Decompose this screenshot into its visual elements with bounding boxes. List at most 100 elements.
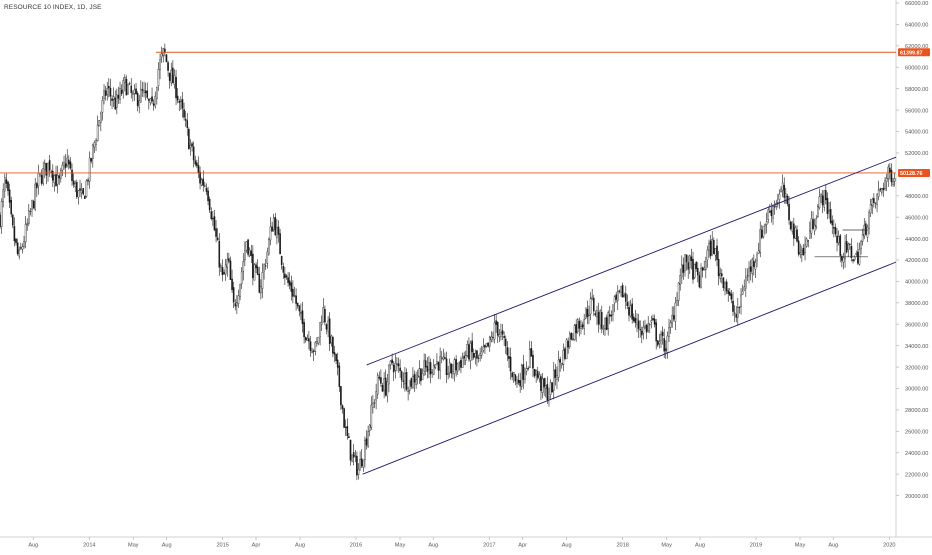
candle-body: [348, 436, 350, 439]
candle-body: [306, 337, 309, 342]
candle-body: [789, 221, 792, 230]
candle-body: [765, 221, 768, 225]
candle-body: [756, 254, 758, 262]
time-tick-label: 2017: [483, 543, 495, 549]
candle-body: [159, 59, 161, 71]
candle-body: [589, 298, 592, 315]
candle-body: [735, 313, 738, 318]
candle-body: [828, 210, 830, 212]
candle-body: [578, 321, 581, 329]
candle-body: [444, 357, 446, 360]
candle-body: [746, 275, 749, 277]
candle-body: [320, 322, 323, 325]
candle-body: [23, 241, 25, 247]
candle-body: [207, 190, 209, 202]
candle-body: [700, 268, 702, 288]
candle-body: [309, 341, 312, 352]
candle-body: [692, 258, 694, 280]
candle-body: [493, 322, 496, 340]
candle-body: [333, 352, 336, 355]
candle-body: [658, 341, 661, 344]
candle-body: [490, 336, 493, 341]
candle-body: [855, 253, 858, 255]
candle-body: [172, 67, 174, 84]
candle-body: [180, 100, 182, 102]
candle-body: [764, 224, 766, 227]
candle-body: [890, 169, 893, 183]
price-tick-label: 38000.00: [905, 301, 928, 307]
candle-body: [215, 228, 217, 237]
candle-body: [737, 307, 739, 318]
candle-body: [400, 371, 403, 381]
price-label-text: 50128.76: [900, 171, 922, 177]
candle-body: [336, 359, 339, 368]
candle-body: [250, 250, 253, 256]
candle-body: [96, 124, 99, 142]
candle-body: [240, 271, 243, 284]
candle-body: [274, 217, 277, 236]
candle-body: [399, 367, 401, 372]
candle-body: [349, 439, 352, 461]
candle-body: [445, 358, 448, 376]
candle-body: [148, 99, 150, 101]
channel-lower-line: [362, 261, 897, 475]
candle-body: [713, 240, 715, 255]
candle-body: [335, 353, 337, 362]
price-label-text: 61399.87: [900, 50, 922, 56]
candle-body: [440, 357, 443, 359]
candle-body: [376, 374, 379, 395]
candle-body: [5, 179, 8, 184]
candle-body: [290, 282, 293, 292]
candle-body: [612, 304, 614, 315]
candle-body: [277, 226, 280, 235]
candle-body: [284, 273, 286, 278]
candle-body: [184, 118, 187, 121]
candle-body: [442, 356, 445, 360]
candle-body: [357, 469, 360, 475]
candle-body: [261, 272, 264, 289]
candle-body: [492, 337, 494, 339]
candle-body: [850, 246, 853, 258]
candle-body: [543, 378, 545, 388]
price-tick-label: 40000.00: [905, 280, 928, 286]
time-tick-label: Apr: [518, 543, 527, 549]
candle-body: [496, 321, 499, 336]
candle-body: [448, 362, 451, 373]
time-tick-label: 2016: [350, 543, 362, 549]
candle-body: [576, 319, 579, 332]
candle-body: [20, 247, 22, 249]
candle-body: [724, 283, 726, 289]
candle-body: [196, 162, 198, 166]
time-tick-label: Aug: [428, 543, 438, 549]
candle-body: [714, 248, 717, 256]
candle-body: [98, 120, 101, 127]
candle-body: [319, 322, 321, 337]
candle-body: [341, 405, 344, 409]
candle-body: [648, 324, 651, 326]
candle-body: [130, 85, 133, 93]
candle-body: [362, 459, 365, 468]
candle-body: [429, 362, 432, 375]
candle-body: [810, 218, 813, 234]
time-tick-label: 2015: [216, 543, 228, 549]
candle-body: [301, 310, 304, 324]
candle-body: [826, 197, 829, 214]
candle-body: [834, 227, 837, 235]
candle-body: [450, 363, 453, 374]
candle-body: [570, 332, 573, 340]
candle-body: [4, 177, 6, 192]
candle-body: [416, 375, 419, 378]
candle-body: [663, 338, 665, 352]
candle-body: [781, 182, 784, 191]
candle-body: [852, 259, 854, 262]
candle-body: [551, 382, 553, 393]
candle-body: [778, 193, 781, 200]
candle-body: [520, 365, 523, 387]
candle-body: [892, 181, 894, 185]
candle-body: [567, 340, 569, 348]
candle-body: [424, 360, 427, 368]
candle-body: [785, 193, 787, 197]
candle-body: [865, 223, 867, 235]
candle-body: [799, 252, 802, 255]
